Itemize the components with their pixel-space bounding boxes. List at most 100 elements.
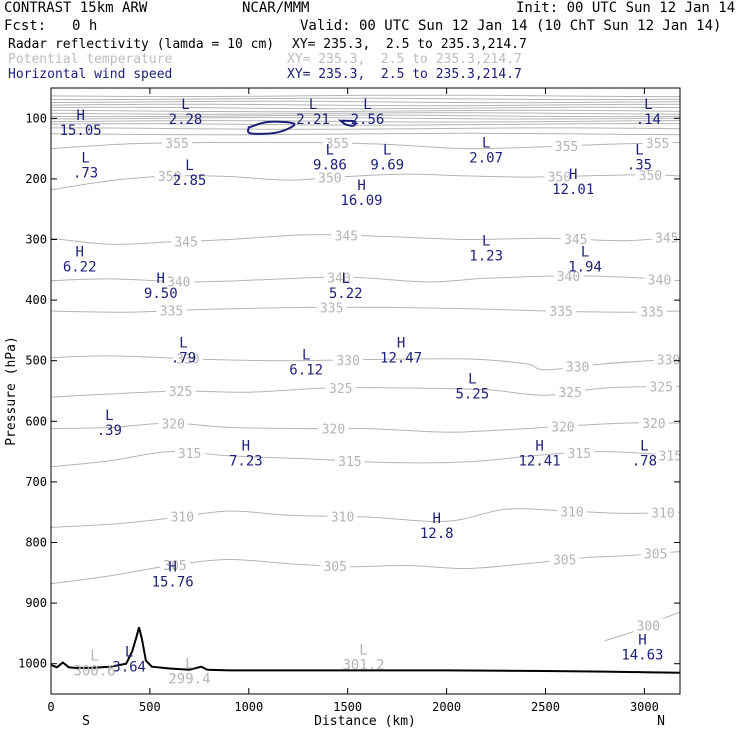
- theta-label-bg: [547, 419, 578, 434]
- theta-contour-335: [51, 306, 680, 313]
- wind-extremum: H15.76: [152, 560, 194, 591]
- theta-extremum-type: L: [359, 643, 367, 659]
- wind-extremum: H14.63: [621, 632, 663, 663]
- theta-label-bg: [318, 421, 349, 436]
- theta-label-bg: [333, 352, 364, 367]
- wind-extremum-type: H: [535, 438, 543, 454]
- wind-extremum: H12.8: [420, 511, 454, 542]
- theta-extremum-value: 300.6: [73, 664, 115, 680]
- theta-label-bg: [562, 359, 593, 374]
- wind-extremum-type: L: [181, 97, 189, 113]
- wind-extremum: H12.47: [380, 335, 422, 366]
- wind-extremum-type: L: [482, 234, 490, 250]
- x-end-right: N: [657, 714, 665, 729]
- field-radar-xy: XY= 235.3, 2.5 to 235.3,214.7: [292, 37, 527, 52]
- wind-extremum-type: H: [157, 271, 165, 287]
- theta-label-300: 300: [637, 620, 660, 635]
- x-tick-label: 3000: [630, 700, 659, 714]
- wind-extremum-value: .78: [632, 453, 657, 469]
- wind-extremum: L5.22: [329, 271, 363, 302]
- wind-extremum-value: 7.23: [229, 453, 263, 469]
- wind-extremum: L1.23: [469, 234, 503, 265]
- wind-extremum-type: H: [432, 511, 440, 527]
- wind-extremum-type: L: [644, 97, 652, 113]
- upper-grey-line: [51, 112, 680, 115]
- y-tick-label: 200: [25, 172, 47, 186]
- upper-grey-line: [51, 117, 680, 120]
- field-radar-name: Radar reflectivity (lamda = 10 cm): [8, 37, 275, 52]
- theta-label-bg: [323, 270, 354, 285]
- wind-extremum-type: L: [635, 143, 643, 159]
- theta-label-340: 340: [327, 271, 350, 286]
- wind-extremum-value: 16.09: [340, 193, 382, 209]
- theta-label-bg: [171, 234, 202, 249]
- theta-label-bg: [549, 552, 580, 567]
- theta-label-345: 345: [174, 235, 197, 250]
- y-tick-label: 300: [25, 233, 47, 247]
- y-axis-label: Pressure (hPa): [4, 336, 19, 446]
- wind-extremum-value: 12.8: [420, 526, 454, 542]
- theta-label-bg: [646, 379, 677, 394]
- theta-label-bg: [161, 136, 192, 151]
- theta-label-350: 350: [318, 172, 341, 187]
- theta-label-bg: [156, 303, 187, 318]
- wind-extremum-type: L: [125, 644, 133, 660]
- init-time: Init: 00 UTC Sun 12 Jan 14: [516, 0, 736, 16]
- wind-extremum: L.39: [97, 408, 122, 439]
- y-tick-label: 100: [25, 111, 47, 125]
- wind-extremum-type: H: [242, 438, 250, 454]
- radar-contour-1: [337, 119, 357, 127]
- theta-label-bg: [160, 557, 191, 572]
- wind-extremum-type: L: [105, 408, 113, 424]
- wind-extremum-value: .79: [171, 350, 196, 366]
- model-title: CONTRAST 15km ARW: [4, 0, 148, 16]
- theta-label-bg: [555, 385, 586, 400]
- wind-extremum: L2.85: [173, 158, 207, 189]
- wind-extremum-type: H: [397, 335, 405, 351]
- radar-contours: [247, 119, 357, 135]
- wind-extremum: L6.12: [289, 347, 323, 378]
- radar-contour-0: [247, 120, 296, 135]
- theta-label-bg: [314, 170, 345, 185]
- wind-extremum: H12.01: [552, 167, 594, 198]
- theta-label-bg: [165, 384, 196, 399]
- theta-label-bg: [647, 505, 678, 520]
- wind-extremum: L2.56: [351, 97, 385, 128]
- y-tick-label: 700: [25, 475, 47, 489]
- theta-label-305: 305: [323, 560, 346, 575]
- upper-grey-line: [51, 97, 680, 101]
- theta-label-bg: [637, 304, 668, 319]
- upper-grey-line: [51, 123, 680, 126]
- theta-extremum-type: L: [90, 649, 98, 665]
- wind-extremum-value: 9.50: [144, 286, 178, 302]
- wind-extremum-value: 15.05: [60, 123, 102, 139]
- theta-label-315: 315: [659, 449, 682, 464]
- x-axis-label: Distance (km): [314, 714, 416, 729]
- theta-label-bg: [167, 509, 198, 524]
- x-end-left: S: [82, 714, 90, 729]
- theta-label-320: 320: [551, 420, 574, 435]
- theta-label-320: 320: [642, 417, 665, 432]
- theta-label-bg: [640, 546, 671, 561]
- y-tick-label: 1000: [18, 657, 47, 671]
- wind-extremum-value: 1.94: [568, 259, 602, 275]
- wind-extremum-type: L: [482, 135, 490, 151]
- theta-contour-320: [51, 422, 680, 433]
- theta-label-340: 340: [648, 273, 671, 288]
- upper-grey-line: [51, 127, 680, 130]
- upper-theta-lines: [51, 94, 680, 136]
- valid-time: Valid: 00 UTC Sun 12 Jan 14 (10 ChT Sun …: [300, 18, 722, 34]
- wind-extremum-type: L: [81, 151, 89, 167]
- wind-extremum: L.73: [73, 151, 98, 182]
- theta-label-bg: [655, 448, 680, 463]
- theta-label-335: 335: [549, 305, 572, 320]
- theta-label-bg: [651, 230, 680, 245]
- theta-label-310: 310: [331, 510, 354, 525]
- upper-grey-line: [51, 120, 680, 123]
- wind-extremum-value: 6.22: [63, 259, 97, 275]
- wind-extremum-type: H: [168, 560, 176, 576]
